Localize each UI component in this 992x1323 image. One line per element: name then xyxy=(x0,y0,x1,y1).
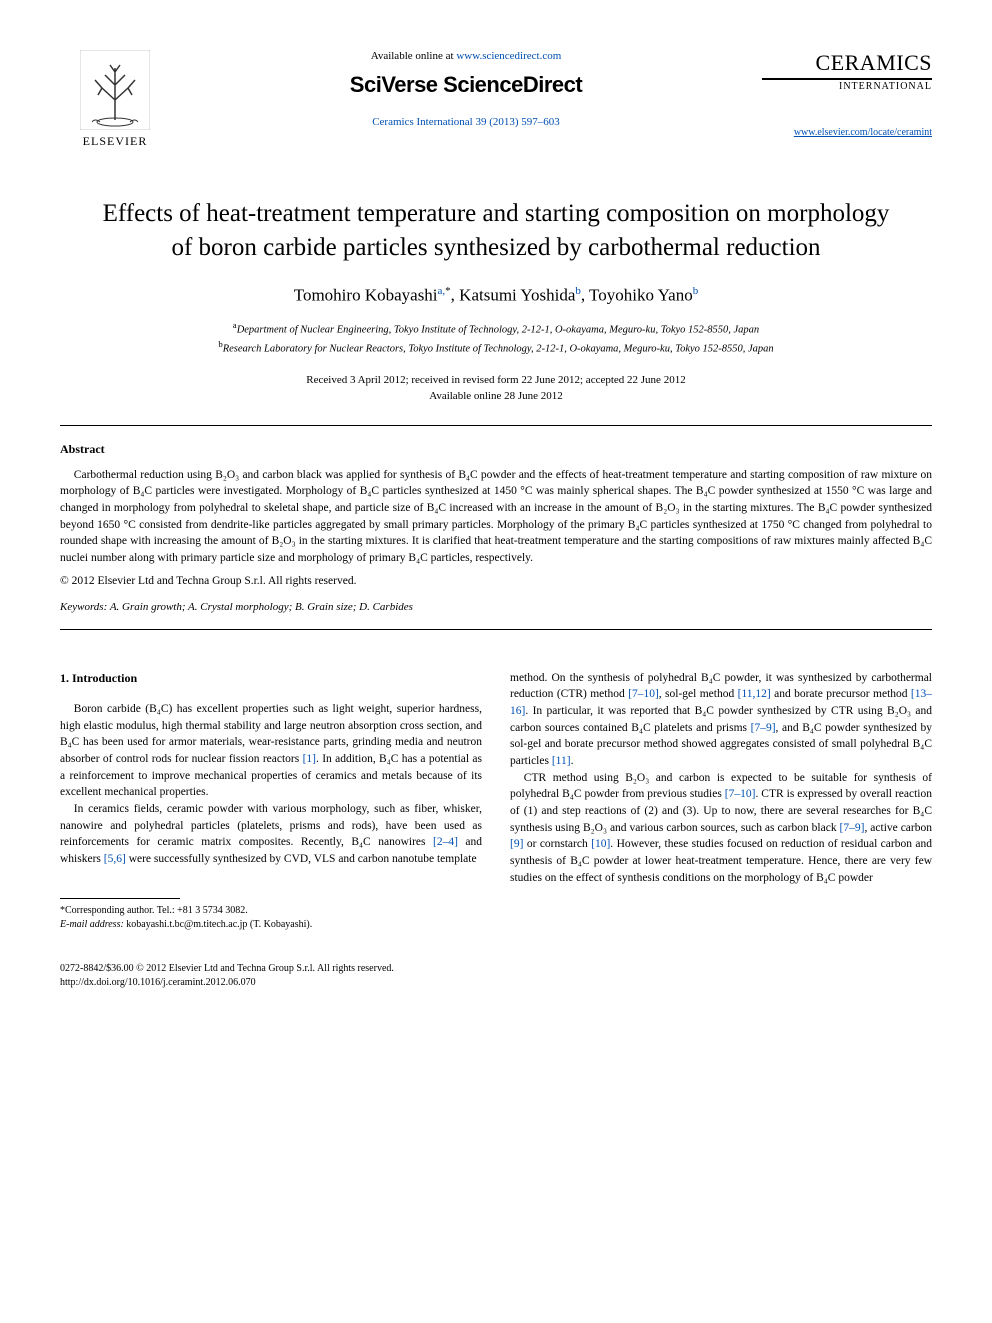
corr-label: *Corresponding author. Tel.: xyxy=(60,905,177,916)
intro-p3: method. On the synthesis of polyhedral B… xyxy=(510,670,932,770)
abstract-text: Carbothermal reduction using B₂O₃ and ca… xyxy=(60,467,932,567)
article-title: Effects of heat-treatment temperature an… xyxy=(90,197,902,265)
ref-7-9-b[interactable]: [7–9] xyxy=(840,822,865,834)
p3-text-c: and borate precursor method xyxy=(771,688,911,700)
p3-text-f: . xyxy=(571,755,574,767)
ref-2-4[interactable]: [2–4] xyxy=(433,836,458,848)
ref-10[interactable]: [10] xyxy=(591,838,610,850)
elsevier-logo-block: ELSEVIER xyxy=(60,50,170,149)
sciencedirect-link[interactable]: www.sciencedirect.com xyxy=(456,50,561,62)
dates-received: Received 3 April 2012; received in revis… xyxy=(60,372,932,389)
affiliation-b: bResearch Laboratory for Nuclear Reactor… xyxy=(60,338,932,357)
corresponding-footnote: *Corresponding author. Tel.: +81 3 5734 … xyxy=(60,904,482,918)
p2-text-c: were successfully synthesized by CVD, VL… xyxy=(126,853,477,865)
ref-7-9-a[interactable]: [7–9] xyxy=(751,722,776,734)
keywords-text: A. Grain growth; A. Crystal morphology; … xyxy=(107,601,413,613)
author-2: , Katsumi Yoshida xyxy=(451,285,576,304)
abstract-copyright: © 2012 Elsevier Ltd and Techna Group S.r… xyxy=(60,575,932,587)
intro-p2: In ceramics fields, ceramic powder with … xyxy=(60,801,482,868)
left-column: 1. Introduction Boron carbide (B₄C) has … xyxy=(60,670,482,932)
journal-url-link[interactable]: www.elsevier.com/locate/ceramint xyxy=(762,127,932,138)
ref-7-10-b[interactable]: [7–10] xyxy=(725,788,756,800)
journal-logo-block: CERAMICS INTERNATIONAL www.elsevier.com/… xyxy=(762,50,932,138)
issn-line: 0272-8842/$36.00 © 2012 Elsevier Ltd and… xyxy=(60,962,932,976)
author-3: , Toyohiko Yano xyxy=(581,285,693,304)
divider-bottom xyxy=(60,629,932,630)
abstract-heading: Abstract xyxy=(60,442,932,457)
email-value: kobayashi.t.bc@m.titech.ac.jp (T. Kobaya… xyxy=(124,919,312,930)
dates-online: Available online 28 June 2012 xyxy=(60,388,932,405)
email-label: E-mail address: xyxy=(60,919,124,930)
p4-text-d: or cornstarch xyxy=(523,838,591,850)
ref-1[interactable]: [1] xyxy=(303,753,316,765)
journal-citation[interactable]: Ceramics International 39 (2013) 597–603 xyxy=(372,116,560,128)
intro-p4: CTR method using B₂O₃ and carbon is expe… xyxy=(510,770,932,887)
center-header: Available online at www.sciencedirect.co… xyxy=(170,50,762,128)
elsevier-tree-icon xyxy=(80,50,150,130)
ref-7-10-a[interactable]: [7–10] xyxy=(628,688,659,700)
available-online-text: Available online at xyxy=(371,50,457,62)
ref-11-12[interactable]: [11,12] xyxy=(738,688,771,700)
affil-b-text: Research Laboratory for Nuclear Reactors… xyxy=(223,344,774,355)
ref-5-6[interactable]: [5,6] xyxy=(104,853,126,865)
corr-phone: +81 3 5734 3082. xyxy=(177,905,248,916)
author-1: Tomohiro Kobayashi xyxy=(294,285,438,304)
keywords-line: Keywords: A. Grain growth; A. Crystal mo… xyxy=(60,601,932,613)
article-dates: Received 3 April 2012; received in revis… xyxy=(60,372,932,405)
right-column: method. On the synthesis of polyhedral B… xyxy=(510,670,932,932)
footnote-divider xyxy=(60,898,180,899)
body-columns: 1. Introduction Boron carbide (B₄C) has … xyxy=(60,670,932,932)
affiliations: aDepartment of Nuclear Engineering, Toky… xyxy=(60,319,932,358)
sciverse-brand: SciVerse ScienceDirect xyxy=(350,72,582,98)
p4-text-c: , active carbon xyxy=(864,822,932,834)
divider-top xyxy=(60,425,932,426)
p3-text-b: , sol-gel method xyxy=(659,688,738,700)
journal-name: CERAMICS xyxy=(762,50,932,80)
elsevier-text: ELSEVIER xyxy=(83,134,148,149)
affiliation-a: aDepartment of Nuclear Engineering, Toky… xyxy=(60,319,932,338)
intro-heading: 1. Introduction xyxy=(60,670,482,687)
intro-p1: Boron carbide (B₄C) has excellent proper… xyxy=(60,701,482,801)
journal-subtitle: INTERNATIONAL xyxy=(762,81,932,92)
ref-9[interactable]: [9] xyxy=(510,838,523,850)
header-row: ELSEVIER Available online at www.science… xyxy=(60,50,932,149)
doi-line: http://dx.doi.org/10.1016/j.ceramint.201… xyxy=(60,976,932,990)
email-footnote: E-mail address: kobayashi.t.bc@m.titech.… xyxy=(60,918,482,932)
ref-11[interactable]: [11] xyxy=(552,755,571,767)
affil-a-text: Department of Nuclear Engineering, Tokyo… xyxy=(237,325,760,336)
author-3-affil[interactable]: b xyxy=(693,285,699,297)
available-online: Available online at www.sciencedirect.co… xyxy=(371,50,562,62)
authors-line: Tomohiro Kobayashia,*, Katsumi Yoshidab,… xyxy=(60,285,932,306)
p2-text-a: In ceramics fields, ceramic powder with … xyxy=(60,803,482,848)
keywords-label: Keywords: xyxy=(60,601,107,613)
bottom-info: 0272-8842/$36.00 © 2012 Elsevier Ltd and… xyxy=(60,962,932,990)
